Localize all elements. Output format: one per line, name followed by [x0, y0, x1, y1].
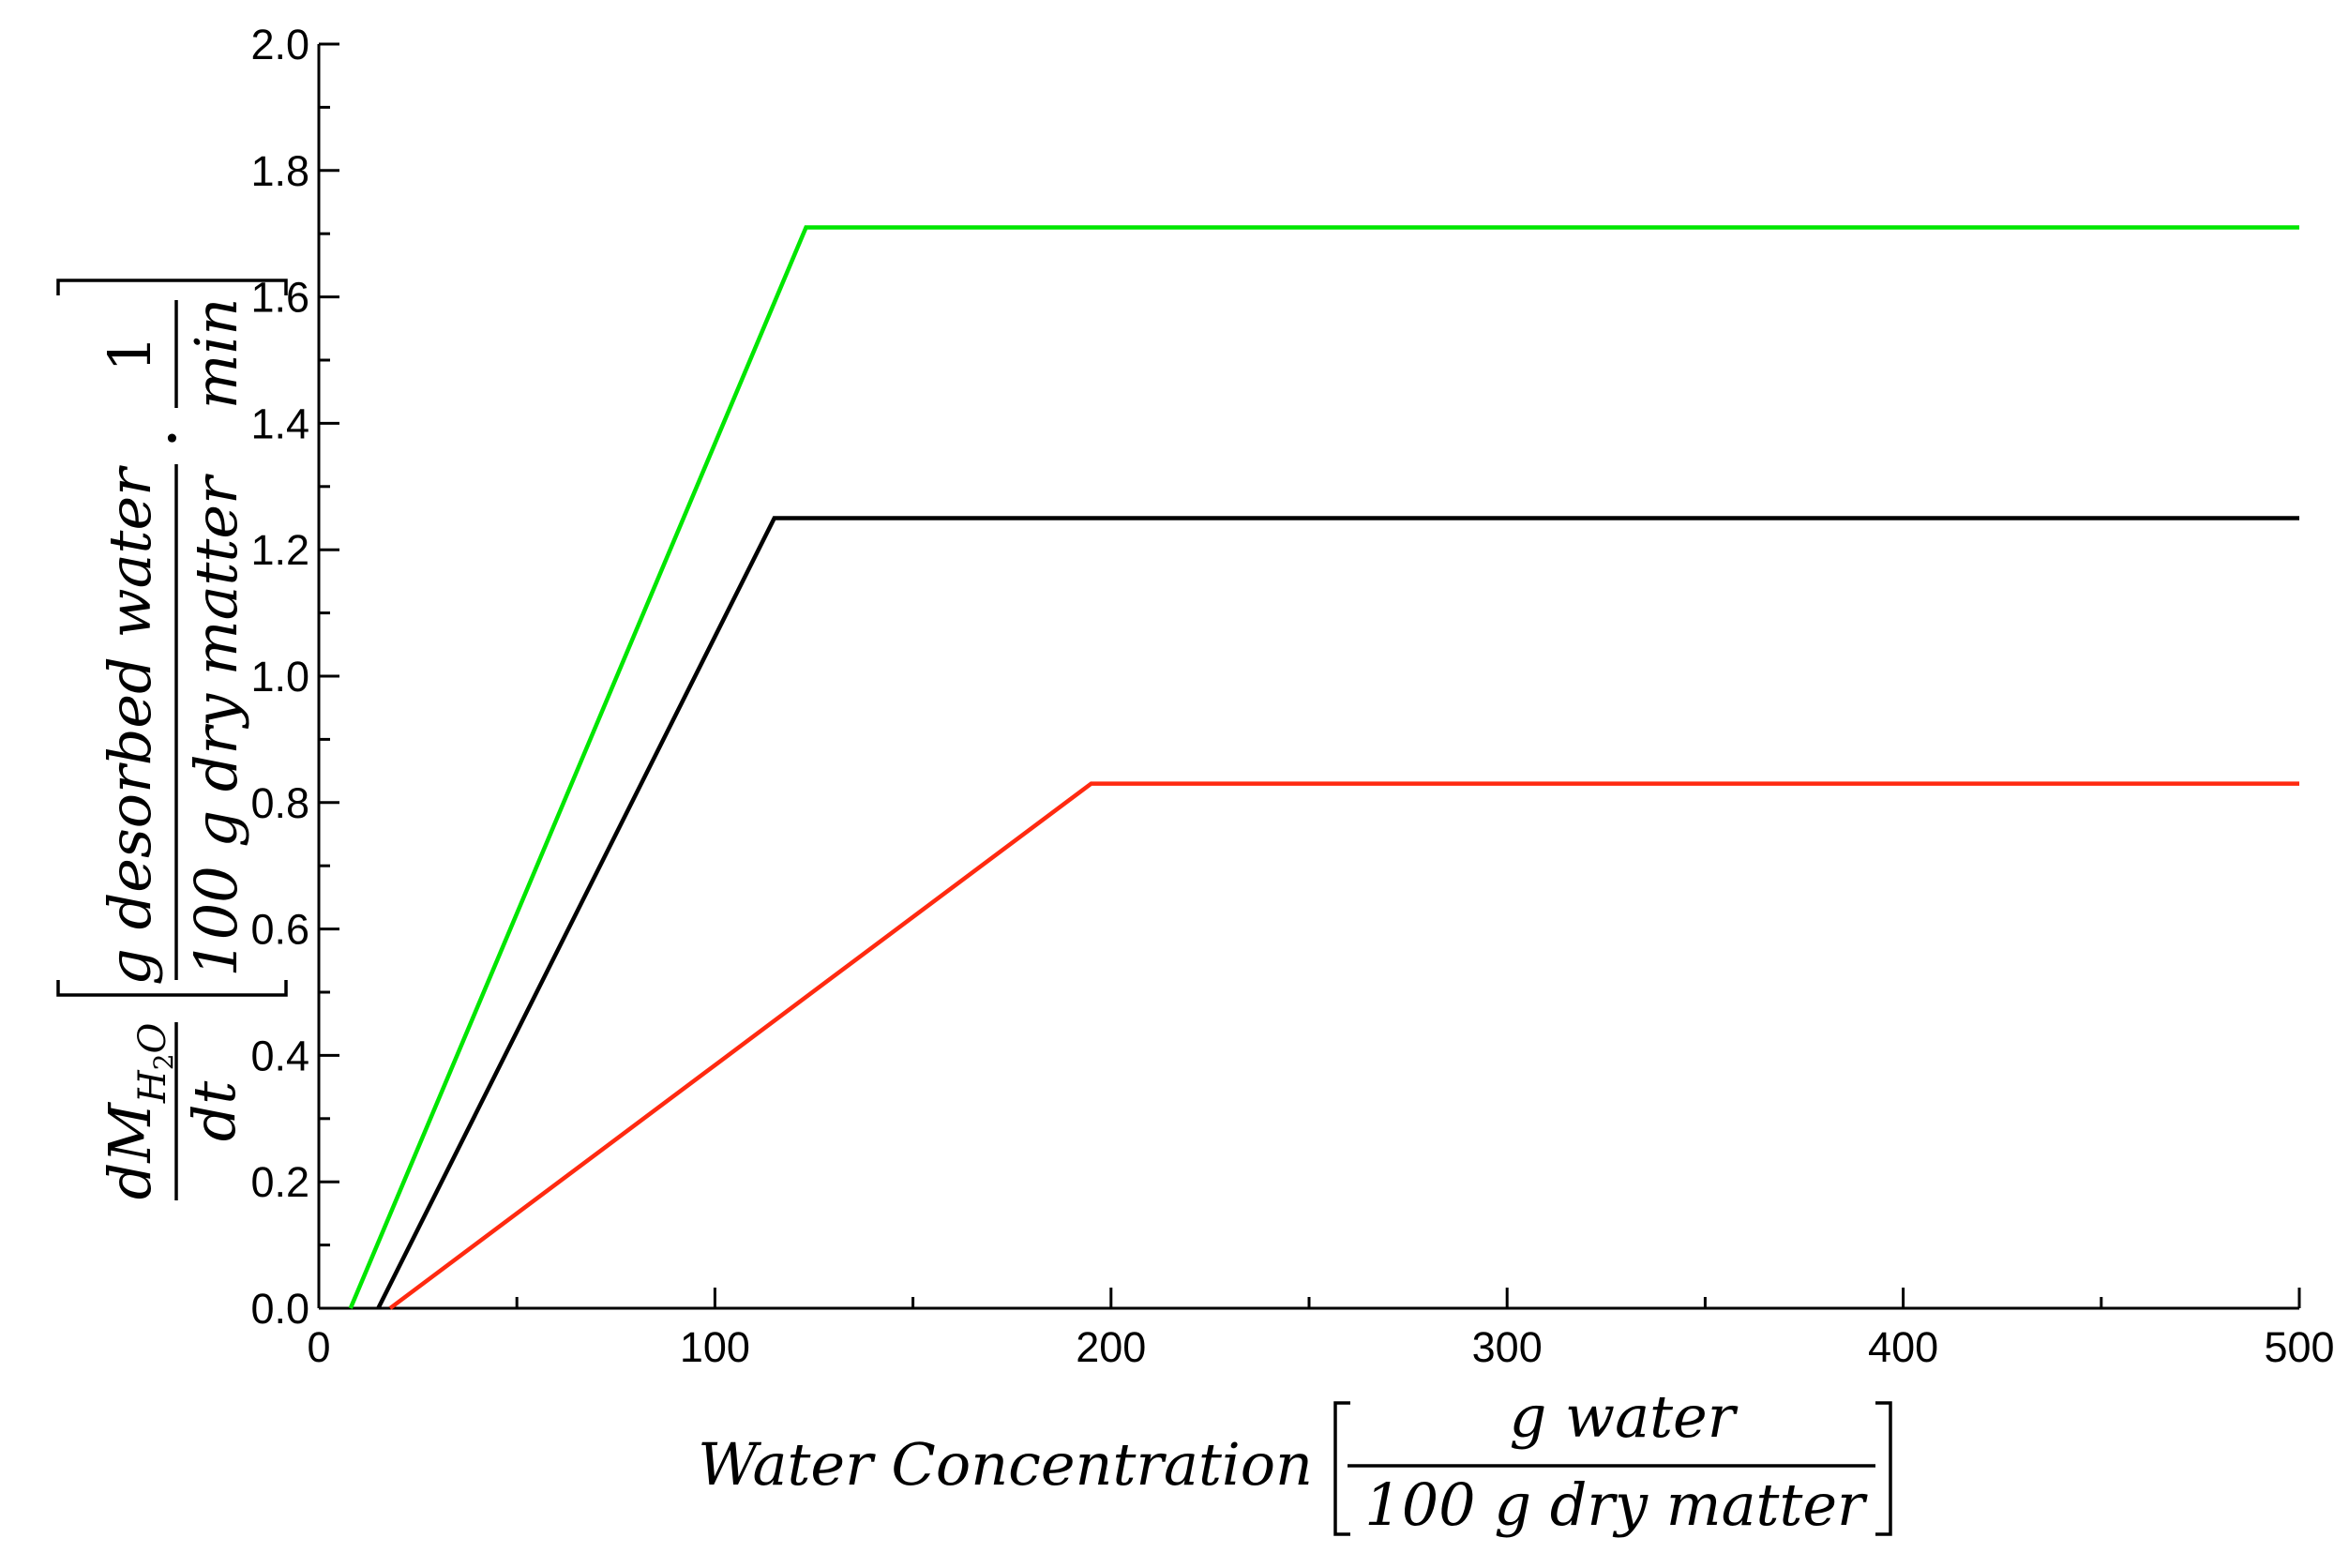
- x-tick-label: 200: [1076, 1323, 1146, 1371]
- series-line-3: [388, 781, 2299, 1310]
- y-tick-label: 1.2: [250, 526, 309, 574]
- x-tick-label: 100: [680, 1323, 750, 1371]
- y-tick-label: 0.4: [250, 1032, 309, 1079]
- x-label-left-bracket: [1333, 1401, 1350, 1536]
- plot-area: 0 100 200 300 400 500 0.0 0.2 0.4 0.6 0.8 1.0 1.2 1.4…: [250, 21, 2334, 1371]
- x-tick-label: 500: [2264, 1323, 2334, 1371]
- y-tick-label: 0.6: [250, 906, 309, 954]
- x-axis-label: Water Concentration g water 100 g dry ma…: [698, 1382, 1892, 1539]
- x-label-right-bracket: [1875, 1401, 1892, 1536]
- x-label-main: Water Concentration: [698, 1430, 1313, 1499]
- ticks: 0 100 200 300 400 500 0.0 0.2 0.4 0.6 0.8 1.0 1.2 1.4…: [250, 21, 2334, 1371]
- y-tick-label: 1.4: [250, 400, 309, 447]
- series-line-2: [376, 516, 2299, 1310]
- y-tick-label: 1.8: [250, 147, 309, 195]
- y-tick-label: 1.0: [250, 653, 309, 701]
- x-tick-label: 400: [1868, 1323, 1938, 1371]
- series-line-1: [348, 225, 2299, 1309]
- y-label-dot: ·: [134, 428, 211, 448]
- series-group: [348, 225, 2299, 1310]
- y-tick-label: 2.0: [250, 21, 309, 68]
- y-label-frac2-denominator: min: [182, 298, 250, 410]
- x-label-denominator: 100 g dry matter: [1364, 1470, 1868, 1539]
- y-label-deriv-denominator: dt: [180, 1081, 248, 1142]
- x-tick-label: 300: [1472, 1323, 1543, 1371]
- y-label-subscript: H2O: [131, 1023, 179, 1105]
- y-label-deriv-numerator: dMH2O: [96, 1023, 179, 1200]
- y-tick-label: 0.8: [250, 779, 309, 827]
- y-axis-label: dMH2O dt g desorbed water 100 g dry matt…: [56, 279, 288, 1200]
- y-label-frac1-numerator: g desorbed water: [96, 465, 164, 986]
- x-tick-label: 0: [307, 1323, 330, 1371]
- y-label-right-bracket: [56, 279, 288, 295]
- y-tick-label: 0.2: [250, 1158, 309, 1206]
- x-label-numerator: g water: [1510, 1382, 1739, 1451]
- y-tick-label: 0.0: [250, 1285, 309, 1333]
- y-label-left-bracket: [56, 980, 288, 997]
- y-label-frac1-denominator: 100 g dry matter: [182, 474, 250, 977]
- y-label-frac2-numerator: 1: [96, 335, 164, 371]
